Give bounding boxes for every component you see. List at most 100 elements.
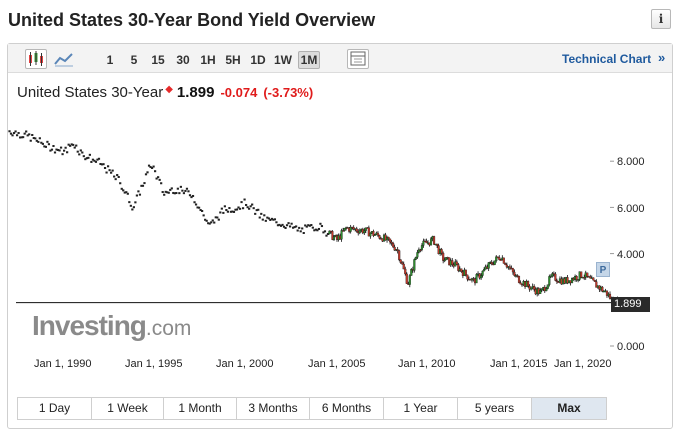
price-point <box>126 192 129 195</box>
interval-1w[interactable]: 1W <box>274 53 292 67</box>
interval-1m[interactable]: 1M <box>298 51 320 69</box>
interval-5h[interactable]: 5H <box>225 53 241 67</box>
price-point <box>279 224 283 227</box>
price-point <box>166 191 169 194</box>
interval-1[interactable]: 1 <box>106 53 114 67</box>
price-point <box>84 158 87 161</box>
price-point <box>90 160 93 163</box>
candle <box>389 238 392 243</box>
candle <box>451 260 454 265</box>
interval-15[interactable]: 15 <box>151 53 165 67</box>
price-point <box>49 149 52 152</box>
price-point <box>29 139 32 142</box>
range-1-month[interactable]: 1 Month <box>164 398 237 419</box>
price-point <box>9 132 13 135</box>
candle <box>372 231 375 236</box>
candlestick-chart-icon[interactable] <box>25 49 47 69</box>
candle <box>481 270 484 276</box>
price-point <box>22 136 25 139</box>
candle <box>513 271 516 276</box>
price-point <box>204 218 207 221</box>
price-point <box>234 208 237 211</box>
candle <box>342 230 345 232</box>
line-chart-icon[interactable] <box>53 49 75 69</box>
price-point <box>285 224 289 227</box>
range-max[interactable]: Max <box>532 398 606 419</box>
double-chevron-right-icon[interactable]: » <box>658 50 666 65</box>
price-point <box>219 211 222 214</box>
price-point <box>213 221 216 224</box>
candle <box>519 282 522 285</box>
candle <box>401 262 404 265</box>
price-point <box>87 156 90 159</box>
price-point <box>210 221 213 224</box>
price-point <box>32 137 35 140</box>
price-point <box>23 132 26 135</box>
range-1-day[interactable]: 1 Day <box>18 398 92 419</box>
chart-toolbar: 1 5 15 30 1H 5H 1D 1W 1M <box>8 44 672 73</box>
candle <box>495 256 498 261</box>
investing-logo: Investing.com <box>32 310 192 341</box>
price-point <box>122 189 125 192</box>
range-1-week[interactable]: 1 Week <box>92 398 164 419</box>
price-point <box>103 167 107 170</box>
candle <box>517 275 521 283</box>
price-point <box>55 148 58 151</box>
price-point <box>73 146 76 149</box>
price-point <box>193 201 196 204</box>
candle <box>505 264 508 268</box>
price-point <box>110 171 113 174</box>
price-point <box>138 193 142 196</box>
candle <box>545 288 548 292</box>
range-6-months[interactable]: 6 Months <box>310 398 384 419</box>
price-point <box>72 143 75 146</box>
price-point <box>170 187 173 190</box>
price-point <box>255 209 258 212</box>
candle <box>396 249 399 251</box>
candle <box>499 259 502 261</box>
settings-panel-icon[interactable] <box>347 49 369 69</box>
candle <box>420 245 423 250</box>
price-point <box>131 208 134 211</box>
price-point <box>207 222 210 225</box>
candle <box>593 279 596 282</box>
range-3-months[interactable]: 3 Months <box>237 398 310 419</box>
price-point <box>257 208 260 211</box>
price-point <box>88 153 91 156</box>
price-point <box>235 208 239 211</box>
candle <box>475 274 478 284</box>
price-point <box>196 206 199 209</box>
candle <box>378 235 381 239</box>
range-1-year[interactable]: 1 Year <box>384 398 458 419</box>
candle <box>546 284 549 289</box>
price-point <box>173 192 176 195</box>
candle <box>548 276 551 285</box>
interval-5[interactable]: 5 <box>130 53 138 67</box>
price-point <box>197 206 201 209</box>
interval-1d[interactable]: 1D <box>250 53 266 67</box>
price-point <box>26 134 29 137</box>
price-point <box>160 182 163 185</box>
range-5-years[interactable]: 5 years <box>458 398 532 419</box>
price-point <box>158 178 161 181</box>
interval-30[interactable]: 30 <box>176 53 190 67</box>
candle <box>349 226 352 232</box>
candle <box>376 232 379 236</box>
price-point <box>12 132 16 135</box>
candle <box>416 252 419 258</box>
candle <box>592 277 595 281</box>
price-point <box>260 212 263 215</box>
technical-chart-link[interactable]: Technical Chart <box>562 52 652 66</box>
price-point <box>102 163 105 166</box>
info-button[interactable]: i <box>651 9 671 29</box>
interval-1h[interactable]: 1H <box>200 53 216 67</box>
price-point <box>40 141 43 144</box>
event-marker[interactable]: P <box>596 262 610 277</box>
candle <box>457 264 460 271</box>
price-point <box>252 207 255 210</box>
price-point <box>282 225 286 228</box>
price-point <box>322 231 325 234</box>
candle <box>414 257 417 260</box>
price-point <box>169 188 172 191</box>
